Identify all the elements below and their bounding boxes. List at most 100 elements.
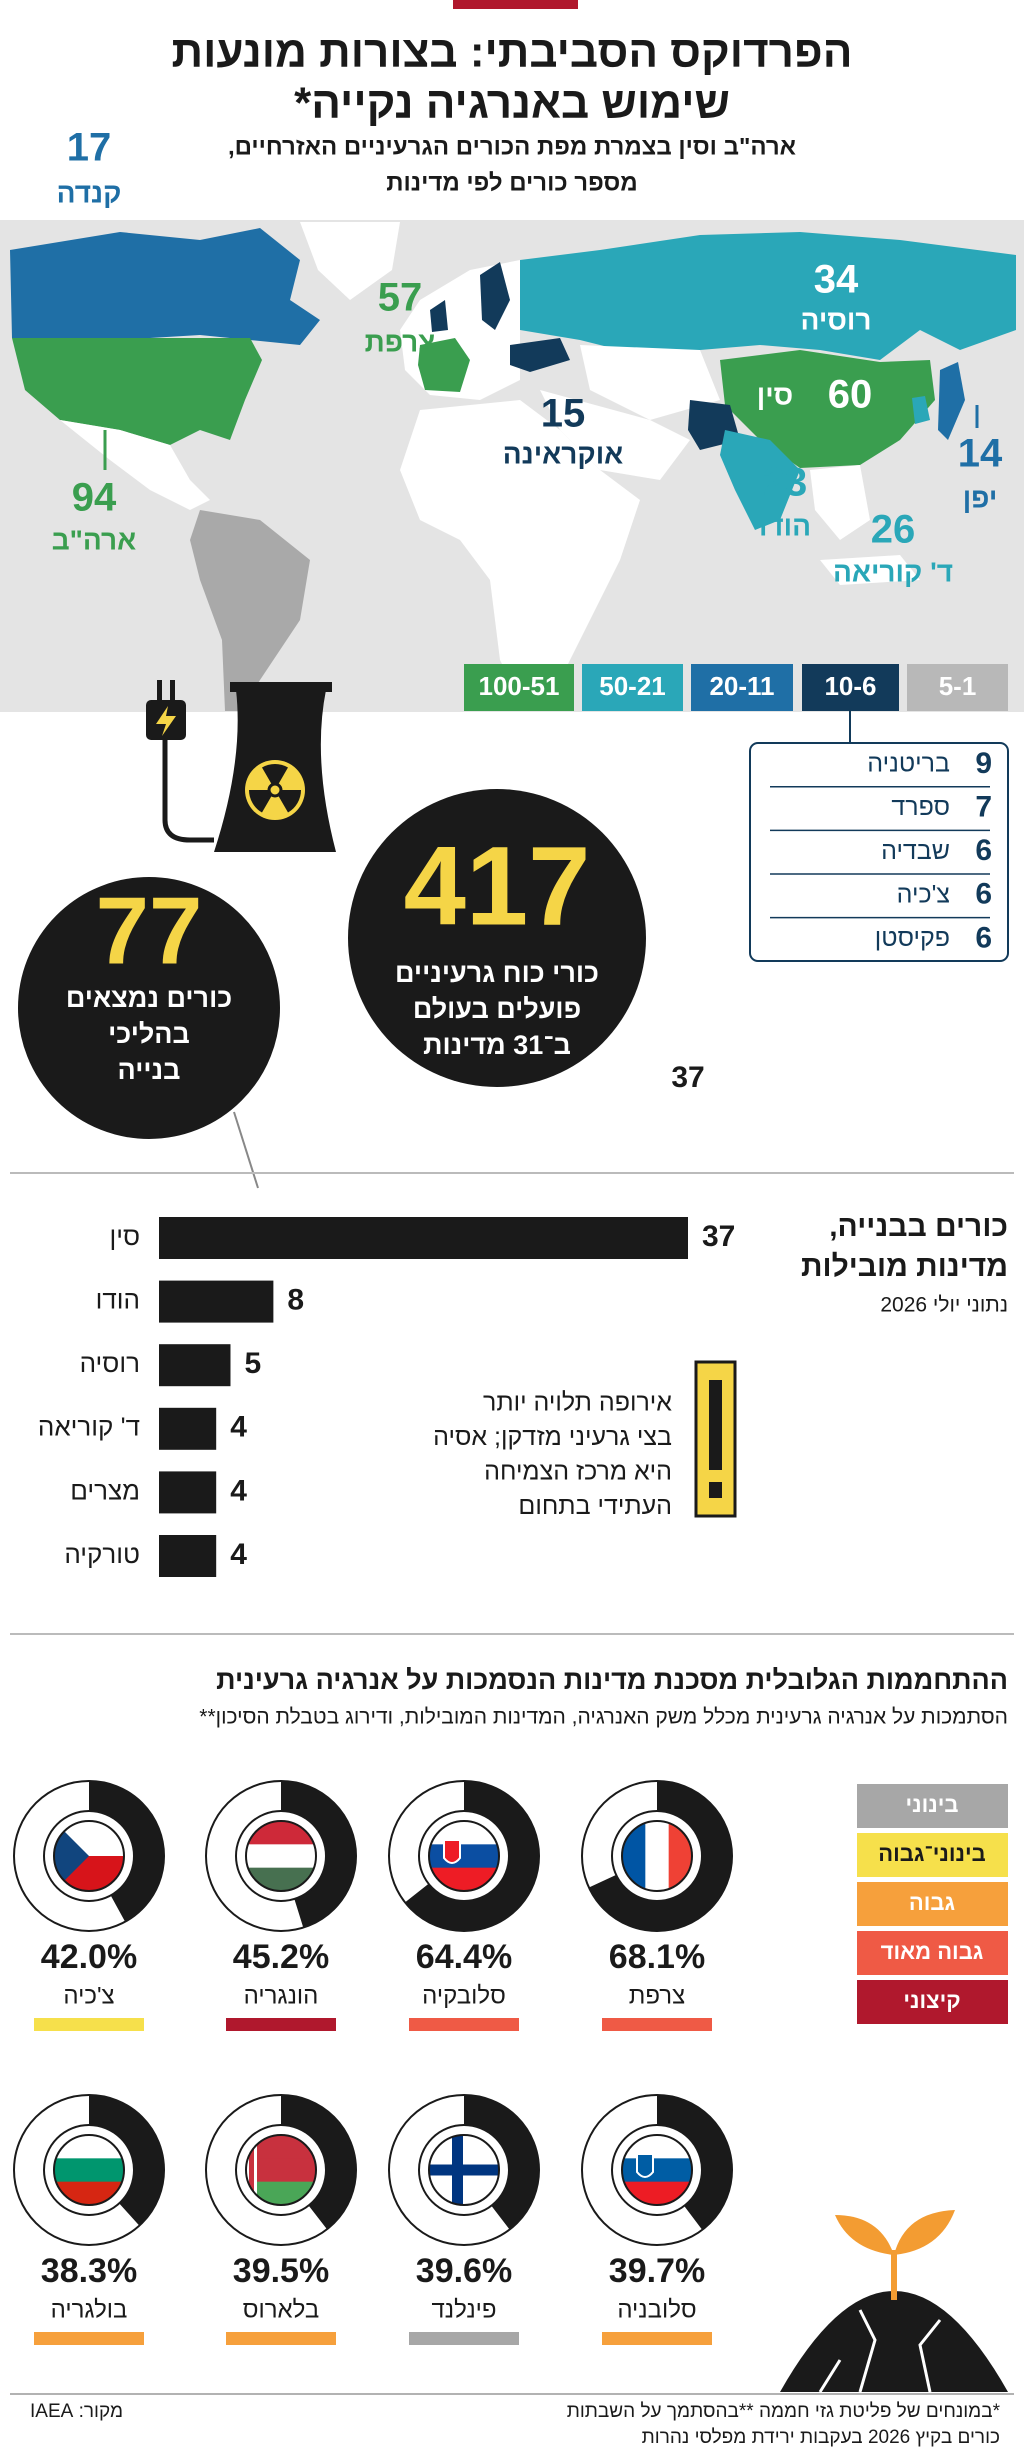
- legend-label: 5-1: [939, 671, 977, 701]
- category-label: הונגריה: [244, 1982, 319, 2009]
- flag-stripe: [246, 2181, 316, 2205]
- land: [820, 555, 920, 585]
- country-name: הודו: [759, 510, 811, 541]
- flag-stripe: [622, 2135, 692, 2159]
- risk-bar: [409, 2332, 519, 2345]
- flag-stripe: [622, 2158, 692, 2183]
- donut-arc: [656, 2095, 732, 2230]
- value-label: 68.1%: [609, 1938, 705, 1976]
- flag-border: [245, 2134, 317, 2206]
- flag-stripe: [246, 1867, 316, 1891]
- flag-stripe: [54, 2158, 124, 2183]
- flag-stripe: [54, 2181, 124, 2205]
- flag-border: [621, 1820, 693, 1892]
- flag-stripe: [246, 1821, 316, 1845]
- uk: [430, 300, 448, 332]
- stat-value: 417: [404, 824, 591, 949]
- category-label: הודו: [96, 1284, 140, 1314]
- country-name: יפן: [963, 482, 998, 513]
- bar: [159, 1471, 217, 1514]
- country-name: ארה"ב: [52, 524, 137, 555]
- donut-outline: [388, 1780, 540, 1932]
- risk-bar: [409, 2018, 519, 2031]
- korea: [912, 396, 930, 424]
- country-value: 26: [871, 508, 916, 552]
- land: [60, 420, 210, 510]
- legend-swatch: [691, 664, 793, 711]
- plant-icon: [780, 2210, 1008, 2393]
- stat-text: ב־31 מדינות: [423, 1030, 571, 1060]
- donut-arc: [280, 2095, 356, 2230]
- stat-text: בנייה: [118, 1055, 181, 1085]
- leaf: [835, 2215, 894, 2255]
- bolt: [156, 706, 176, 736]
- risk-bar: [226, 2018, 336, 2031]
- world-map: [0, 220, 1024, 712]
- value-label: 42.0%: [41, 1938, 137, 1976]
- country-name: ד' קוריאה: [833, 556, 953, 587]
- sweden: [480, 262, 510, 330]
- prong: [170, 680, 175, 702]
- flag-border: [621, 2134, 693, 2206]
- legend-swatch: [857, 1931, 1008, 1975]
- country-value: 7: [975, 791, 992, 824]
- flag-stripe: [54, 2135, 124, 2159]
- top-accent: [453, 0, 578, 9]
- country-name: שבדיה: [881, 837, 950, 865]
- radiation-blade: [249, 790, 275, 813]
- country-name: צ'כיה: [897, 880, 950, 908]
- flag-part: [443, 1839, 461, 1864]
- france: [418, 338, 470, 392]
- india: [720, 430, 800, 530]
- flag-stripe: [429, 1844, 499, 1869]
- flag-border: [53, 1820, 125, 1892]
- donut-outline: [581, 2094, 733, 2246]
- legend-label: בינוני: [906, 1792, 959, 1817]
- note-text: העתידי בתחום: [518, 1492, 672, 1520]
- value-label: 38.3%: [41, 2252, 137, 2290]
- category-label: סלובקיה: [422, 1982, 506, 2009]
- category-label: צ'כיה: [63, 1982, 114, 2009]
- legend-label: גבוה מאוד: [881, 1939, 984, 1964]
- donut-arc: [280, 1781, 356, 1928]
- flag-stripe: [668, 1821, 692, 1891]
- category-label: בלארוס: [243, 2296, 319, 2323]
- donut-outline: [581, 1780, 733, 1932]
- flag-stripe: [246, 2158, 316, 2183]
- country-name: סין: [757, 379, 793, 410]
- country-value: 94: [72, 476, 117, 520]
- flag: [429, 1821, 499, 1891]
- legend-label: 100-51: [479, 671, 560, 701]
- flag-stripe: [246, 2135, 316, 2159]
- flag-part: [429, 2164, 499, 2176]
- country-name: בריטניה: [867, 750, 950, 778]
- donut-arc: [405, 1781, 539, 1931]
- construction-circle: [14, 873, 284, 1143]
- value-label: 64.4%: [416, 1938, 512, 1976]
- country-value: 6: [975, 921, 992, 954]
- chart-title: מדינות מובילות: [801, 1250, 1008, 1283]
- bar: [159, 1280, 274, 1323]
- radiation-core: [267, 782, 283, 798]
- section-subtitle: הסתמכות על אנרגיה גרעינית מכלל משק האנרג…: [199, 1706, 1008, 1729]
- africa: [400, 400, 640, 700]
- radiation-blade: [275, 790, 301, 813]
- flag: [622, 1821, 692, 1891]
- category-label: סין: [109, 1221, 140, 1251]
- country-value: 9: [975, 747, 992, 780]
- chart-title: כורים בבנייה,: [829, 1210, 1008, 1243]
- flag: [622, 2135, 692, 2205]
- flag-stripe: [246, 1844, 316, 1869]
- donut-outline: [205, 1780, 357, 1932]
- value-label: 39.5%: [233, 2252, 329, 2290]
- usa: [12, 338, 262, 445]
- country-value: 34: [814, 258, 859, 302]
- flag-border: [428, 2134, 500, 2206]
- value-label: 37: [702, 1220, 735, 1253]
- leaf: [894, 2210, 955, 2255]
- donut-arc: [88, 2095, 164, 2226]
- risk-bar: [602, 2332, 712, 2345]
- country-value: 14: [958, 432, 1003, 476]
- title: שימוש באנרגיה נקייה*: [294, 79, 730, 128]
